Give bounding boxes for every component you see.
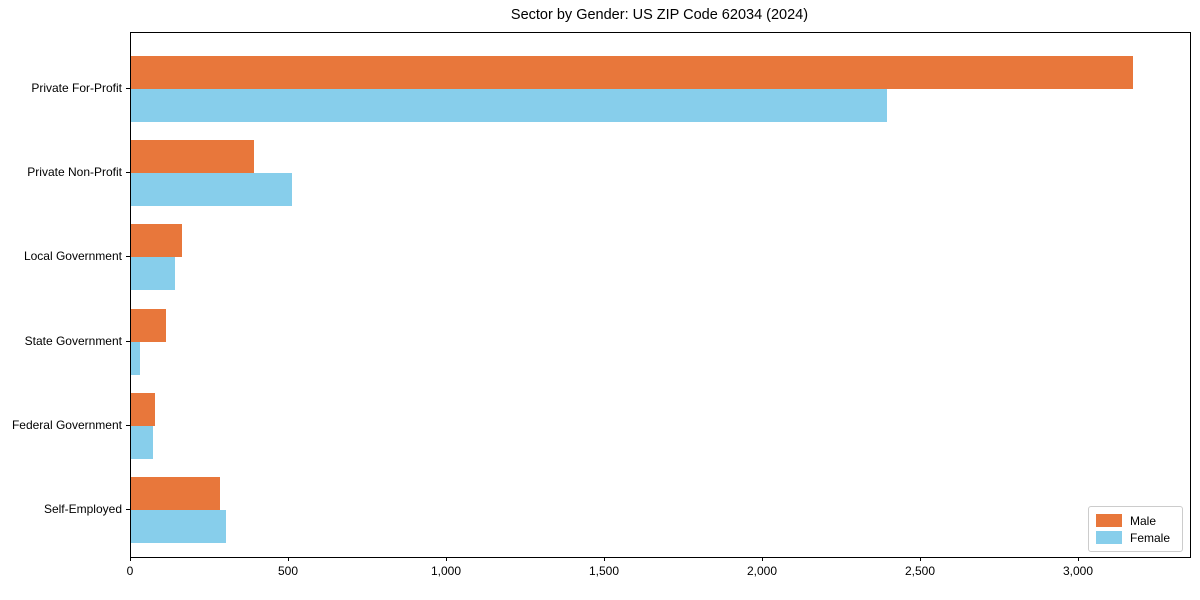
y-tick-label-local-government: Local Government (23, 249, 122, 263)
y-tick-federal-government (126, 425, 130, 426)
bar-female-local-government (131, 257, 175, 291)
bar-male-private-for-profit (131, 56, 1133, 89)
y-tick-private-non-profit (126, 172, 130, 173)
bar-male-private-non-profit (131, 140, 254, 174)
bar-female-federal-government (131, 425, 153, 459)
male-swatch-icon (1096, 514, 1122, 527)
x-tick-label-0: 0 (126, 564, 134, 578)
x-tick-label-2000: 2,000 (746, 564, 778, 578)
bar-male-federal-government (131, 392, 155, 426)
bar-male-state-government (131, 308, 166, 342)
y-tick-label-private-non-profit: Private Non-Profit (27, 165, 122, 179)
x-tick-1000 (446, 557, 447, 561)
x-tick-2500 (920, 557, 921, 561)
legend-item-male: Male (1096, 514, 1175, 528)
x-tick-label-2500: 2,500 (904, 564, 936, 578)
chart-title: Sector by Gender: US ZIP Code 62034 (202… (510, 7, 809, 23)
plot-area (130, 32, 1191, 558)
bar-male-local-government (131, 224, 182, 258)
y-tick-label-state-government: State Government (24, 334, 122, 348)
legend: Male Female (1088, 506, 1183, 552)
x-tick-3000 (1078, 557, 1079, 561)
y-tick-label-federal-government: Federal Government (11, 418, 122, 432)
bar-female-private-for-profit (131, 89, 887, 122)
y-tick-state-government (126, 341, 130, 342)
x-tick-label-1000: 1,000 (430, 564, 462, 578)
female-swatch-icon (1096, 531, 1122, 544)
y-tick-private-for-profit (126, 88, 130, 89)
bar-female-state-government (131, 341, 140, 375)
y-tick-label-self-employed: Self-Employed (43, 502, 122, 516)
x-tick-2000 (762, 557, 763, 561)
legend-label-female: Female (1130, 530, 1171, 545)
legend-label-male: Male (1130, 513, 1157, 528)
y-tick-label-private-for-profit: Private For-Profit (31, 81, 122, 95)
x-tick-label-1500: 1,500 (588, 564, 620, 578)
bar-female-private-non-profit (131, 173, 292, 207)
x-tick-1500 (604, 557, 605, 561)
bar-female-self-employed (131, 510, 226, 543)
bar-male-self-employed (131, 477, 220, 510)
y-tick-local-government (126, 256, 130, 257)
x-tick-500 (288, 557, 289, 561)
x-tick-0 (130, 557, 131, 561)
x-tick-label-500: 500 (277, 564, 299, 578)
y-tick-self-employed (126, 509, 130, 510)
legend-item-female: Female (1096, 531, 1175, 545)
x-tick-label-3000: 3,000 (1062, 564, 1094, 578)
